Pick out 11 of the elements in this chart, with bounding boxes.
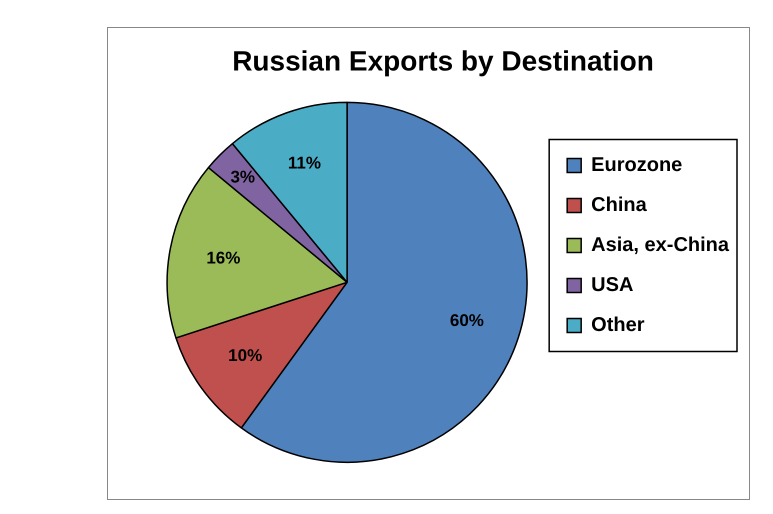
chart-title: Russian Exports by Destination xyxy=(232,46,654,77)
legend-label: China xyxy=(591,194,648,216)
data-label: 16% xyxy=(206,248,240,268)
data-label: 10% xyxy=(228,346,262,366)
legend-label: USA xyxy=(591,274,634,296)
legend-label: Eurozone xyxy=(591,154,682,176)
legend-label: Other xyxy=(591,314,645,336)
data-label: 60% xyxy=(450,310,484,330)
legend-label: Asia, ex-China xyxy=(591,234,730,256)
data-label: 3% xyxy=(230,168,256,187)
data-label: 11% xyxy=(288,153,321,172)
